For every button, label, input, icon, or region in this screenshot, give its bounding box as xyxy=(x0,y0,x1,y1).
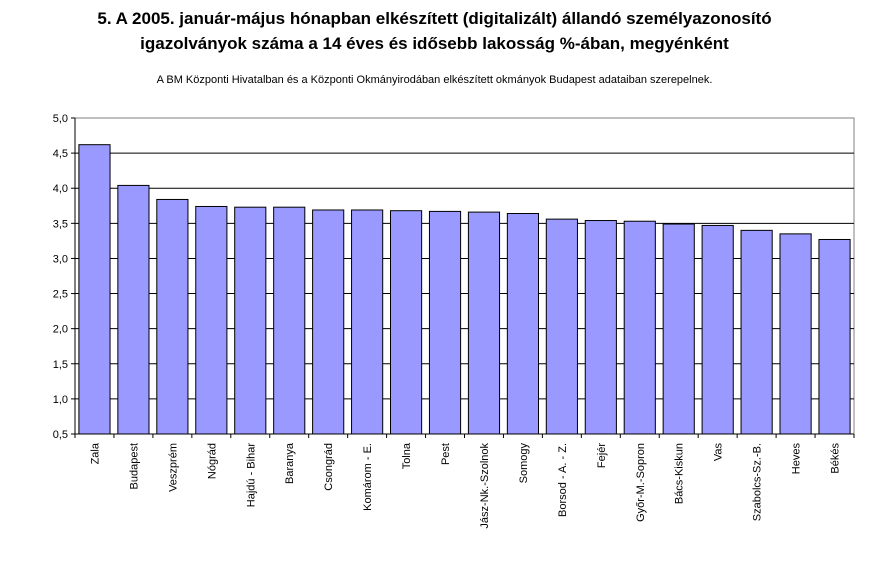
y-tick-label: 0,5 xyxy=(53,429,68,441)
y-tick-label: 3,0 xyxy=(53,253,68,265)
bar xyxy=(467,211,501,435)
bar xyxy=(312,209,345,435)
bar xyxy=(389,210,423,435)
x-category-label: Pest xyxy=(440,443,452,465)
chart-title-line-1: 5. A 2005. január-május hónapban elkészí… xyxy=(97,9,772,28)
y-tick-label: 4,0 xyxy=(53,183,68,195)
bar xyxy=(117,184,150,435)
x-category-label: Jász-Nk.-Szolnok xyxy=(479,443,491,529)
bar xyxy=(428,210,462,435)
x-category-label: Szabolcs-Sz.-B. xyxy=(752,443,764,521)
bar xyxy=(779,233,812,435)
bar xyxy=(351,209,384,435)
bar xyxy=(234,206,267,435)
x-category-label: Csongrád xyxy=(323,443,335,491)
x-category-label: Baranya xyxy=(284,442,296,484)
x-category-label: Veszprém xyxy=(167,443,179,492)
plot-area xyxy=(74,117,855,435)
chart-subtitle: A BM Központi Hivatalban és a Központi O… xyxy=(156,74,713,86)
bar xyxy=(195,205,228,435)
bar xyxy=(545,218,578,435)
y-tick-label: 5,0 xyxy=(53,113,68,125)
x-category-label: Budapest xyxy=(128,443,140,489)
x-category-label: Zala xyxy=(89,442,101,464)
bar xyxy=(623,220,656,435)
bar xyxy=(156,198,189,435)
bar xyxy=(273,206,306,435)
bar xyxy=(662,223,695,435)
y-tick-label: 1,5 xyxy=(53,359,68,371)
bar xyxy=(506,213,540,435)
x-category-label: Borsod - A. - Z. xyxy=(557,443,569,517)
bar xyxy=(78,144,111,435)
x-category-label: Nógrád xyxy=(206,443,218,479)
x-category-label: Békés xyxy=(830,443,842,474)
bar xyxy=(584,220,617,435)
x-category-label: Tolna xyxy=(401,442,413,469)
x-category-label: Bács-Kiskun xyxy=(674,443,686,504)
x-category-label: Vas xyxy=(713,443,725,462)
x-category-label: Heves xyxy=(791,443,803,475)
bar xyxy=(818,238,851,435)
y-tick-label: 1,0 xyxy=(53,394,68,406)
x-category-label: Győr-M.-Sopron xyxy=(635,443,647,522)
y-tick-label: 3,5 xyxy=(53,218,68,230)
y-tick-label: 4,5 xyxy=(53,148,68,160)
y-tick-label: 2,5 xyxy=(53,289,68,301)
x-category-label: Somogy xyxy=(518,443,530,484)
y-tick-label: 2,0 xyxy=(53,324,68,336)
x-category-label: Hajdú - Bihar xyxy=(245,443,257,508)
x-category-label: Fejér xyxy=(596,443,608,468)
bar xyxy=(740,229,773,435)
bar xyxy=(701,224,734,435)
x-category-label: Komárom - E. xyxy=(362,443,374,511)
chart-title-line-2: igazolványok száma a 14 éves és idősebb … xyxy=(140,34,729,53)
